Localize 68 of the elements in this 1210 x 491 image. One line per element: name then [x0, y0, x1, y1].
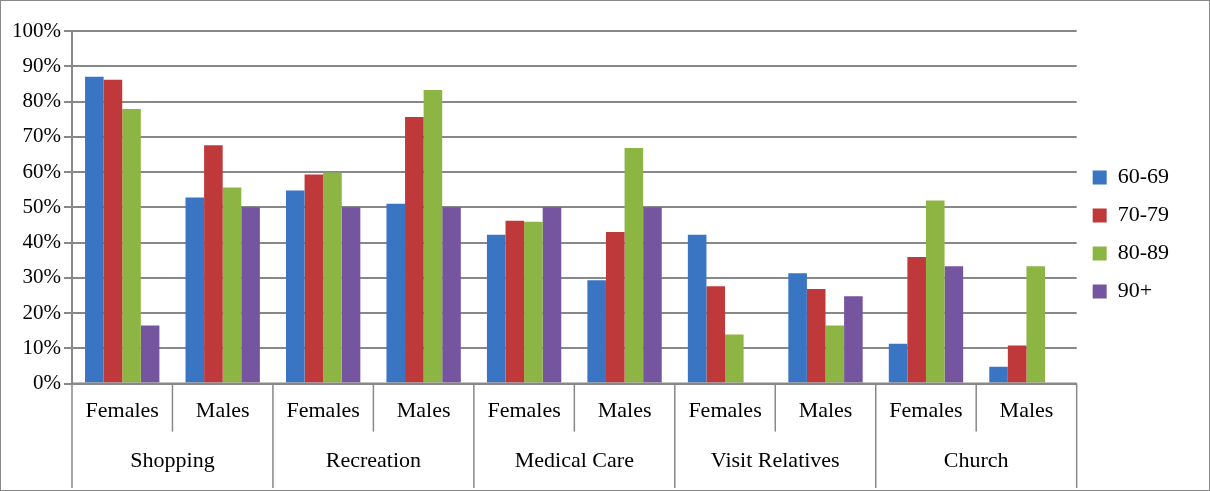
bar: [185, 197, 205, 383]
bar: [706, 286, 726, 383]
text: Church: [943, 447, 1009, 473]
text: Recreation: [325, 447, 422, 473]
bar: [140, 325, 160, 383]
bar: [725, 334, 744, 383]
bar: [825, 325, 845, 383]
bar: [304, 174, 324, 383]
bar: [1007, 345, 1027, 383]
x-tick-label: Males: [999, 396, 1054, 422]
legend-label: 60-69: [1117, 163, 1169, 189]
bar: [989, 366, 1008, 383]
y-tick-label: 100%: [11, 17, 61, 42]
x-tick-label: Females: [688, 396, 762, 422]
bar: [122, 108, 141, 383]
bar: [222, 187, 242, 383]
x-tick-label: Males: [396, 396, 451, 422]
bar: [103, 79, 123, 383]
x-tick-label: Females: [85, 396, 159, 422]
bar: [1026, 266, 1046, 383]
bar: [204, 145, 223, 383]
text: Medical Care: [514, 447, 634, 473]
bar: [643, 207, 662, 383]
legend-label: 70-79: [1117, 201, 1169, 227]
bar: [524, 221, 543, 383]
bar: [844, 296, 863, 383]
legend-label: 90+: [1117, 277, 1153, 303]
bar: [624, 148, 644, 383]
bar: [925, 200, 945, 383]
bar: [405, 117, 424, 383]
bar: [323, 172, 342, 383]
bar: [587, 280, 606, 383]
legend-label: 80-89: [1117, 239, 1169, 265]
bar: [486, 234, 506, 383]
bar: [386, 203, 406, 383]
bar: [605, 231, 625, 383]
bar: [907, 257, 926, 383]
bar: [542, 207, 562, 383]
bar: [241, 207, 260, 383]
x-tick-label: Females: [889, 396, 963, 422]
y-tick-label: 10%: [22, 334, 61, 359]
x-tick-label: Males: [597, 396, 652, 422]
bar: [505, 220, 525, 383]
bar: [423, 89, 443, 383]
bar: [85, 76, 104, 383]
bar: [888, 343, 908, 383]
x-tick-label: Females: [487, 396, 561, 422]
bar: [341, 207, 361, 383]
y-tick-label: 40%: [22, 229, 61, 254]
x-tick-label: Males: [195, 396, 250, 422]
y-tick-label: 90%: [22, 52, 61, 77]
text: Shopping: [130, 447, 215, 473]
text: Visit Relatives: [710, 447, 840, 473]
y-tick-label: 0%: [32, 370, 61, 395]
y-tick-label: 20%: [22, 299, 61, 324]
bar: [285, 190, 305, 383]
y-tick-label: 70%: [22, 123, 61, 148]
x-tick-label: Males: [798, 396, 853, 422]
y-tick-label: 60%: [22, 158, 61, 183]
y-tick-label: 80%: [22, 88, 61, 113]
bar: [806, 289, 826, 383]
y-tick-label: 30%: [22, 264, 61, 289]
x-tick-label: Females: [286, 396, 360, 422]
y-tick-label: 50%: [22, 193, 61, 218]
bar: [442, 207, 461, 383]
bar: [944, 266, 964, 383]
bar: [687, 234, 707, 383]
bar: [788, 273, 807, 383]
